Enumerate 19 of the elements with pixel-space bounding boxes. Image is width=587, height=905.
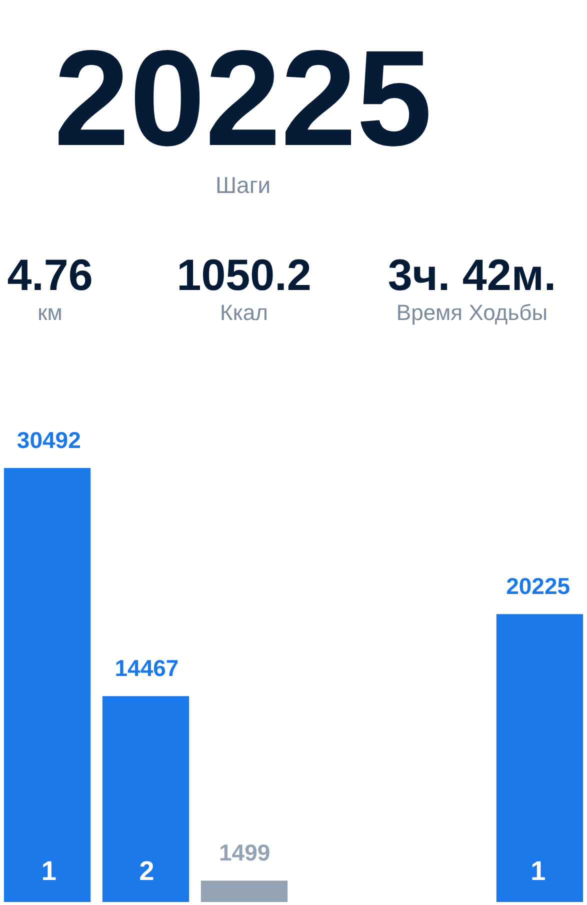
bar xyxy=(102,696,190,902)
text: 4.76 xyxy=(7,251,93,300)
bar xyxy=(200,880,288,902)
x-tick-label: 2 xyxy=(139,856,154,886)
x-tick-label: 1 xyxy=(41,856,56,886)
text: Ккал xyxy=(220,300,268,325)
data-label: 20225 xyxy=(506,573,570,600)
text: 1050.2 xyxy=(176,251,312,300)
text: Время Ходьбы xyxy=(396,300,548,325)
data-label: 1499 xyxy=(218,840,270,866)
text: 3ч. 42м. xyxy=(388,251,556,300)
chart-title: 20225 xyxy=(54,22,432,174)
bar xyxy=(496,614,584,902)
data-label: 14467 xyxy=(114,655,179,682)
bar xyxy=(4,468,91,902)
chart-subtitle: Шаги xyxy=(215,172,271,198)
x-tick-label: 1 xyxy=(530,856,546,886)
text: км xyxy=(38,300,62,325)
data-label: 30492 xyxy=(16,427,81,453)
